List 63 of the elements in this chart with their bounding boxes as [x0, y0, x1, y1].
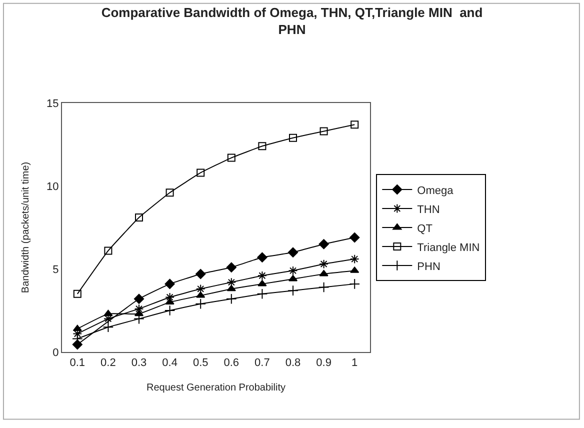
point: [72, 324, 82, 332]
point: [288, 285, 298, 296]
point: [104, 246, 112, 255]
point: [226, 278, 236, 287]
point: [350, 254, 360, 264]
legend-label: QT: [417, 222, 433, 235]
legend-label: Triangle MIN: [417, 242, 480, 254]
point: [72, 339, 82, 350]
point: [227, 154, 236, 162]
x-tick-label: 0.3: [131, 357, 147, 370]
x-tick-label: 0.2: [100, 357, 116, 370]
point: [288, 247, 298, 258]
point: [195, 298, 206, 310]
point: [319, 270, 328, 276]
point: [164, 305, 176, 316]
chart-title: Comparative Bandwidth of Omega, THN, QT,Triangle MIN and PHN: [101, 5, 483, 38]
x-tick-label: 1: [352, 357, 358, 370]
point: [226, 262, 236, 272]
y-tick-label: 10: [46, 180, 59, 193]
x-axis-title: Request Generation Probability: [146, 382, 286, 394]
y-axis-title: Bandwidth (packets/unit time): [20, 162, 32, 294]
point: [135, 214, 143, 222]
point: [196, 168, 205, 177]
x-tick-label: 0.7: [254, 357, 270, 370]
point: [318, 239, 329, 250]
point: [166, 188, 174, 197]
x-tick-label: 0.9: [316, 357, 332, 370]
point: [258, 270, 267, 280]
point: [73, 290, 82, 298]
y-tick-label: 0: [52, 346, 59, 359]
point: [196, 268, 206, 280]
point: [164, 278, 175, 289]
point: [350, 232, 360, 243]
legend-label: Omega: [417, 184, 454, 197]
point: [258, 142, 266, 150]
y-tick-label: 15: [46, 98, 59, 110]
point: [349, 278, 360, 290]
point: [226, 293, 237, 304]
point: [288, 266, 298, 276]
point: [288, 274, 298, 282]
point: [226, 284, 236, 292]
x-tick-label: 0.6: [224, 357, 240, 370]
point: [104, 310, 113, 316]
x-tick-label: 0.4: [162, 357, 178, 370]
x-tick-label: 0.5: [192, 357, 208, 370]
point: [196, 284, 206, 294]
point: [350, 120, 359, 129]
point: [134, 304, 144, 314]
point: [319, 259, 328, 269]
legend-label: PHN: [417, 260, 440, 273]
point: [257, 252, 268, 262]
point: [134, 310, 144, 316]
x-tick-label: 0.8: [285, 357, 301, 370]
legend-label: THN: [417, 204, 440, 216]
point: [134, 294, 144, 304]
y-tick-label: 5: [52, 264, 59, 276]
point: [289, 134, 297, 142]
point: [258, 280, 267, 286]
point: [102, 322, 114, 332]
point: [320, 127, 328, 136]
point: [318, 282, 330, 293]
point: [256, 288, 268, 300]
x-tick-label: 0.1: [70, 357, 86, 370]
